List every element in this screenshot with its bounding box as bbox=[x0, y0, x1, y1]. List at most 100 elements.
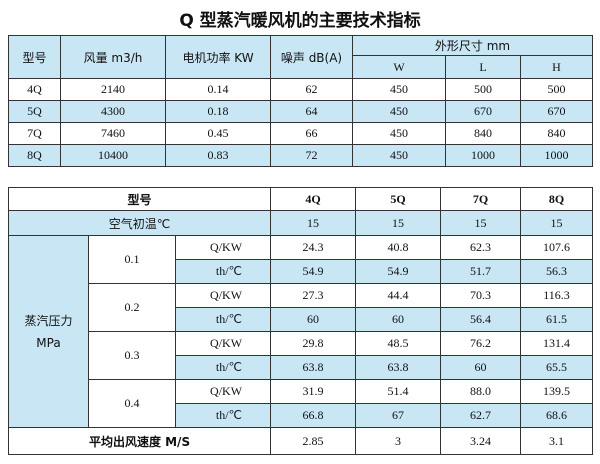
row-label: th/℃ bbox=[174, 307, 272, 332]
cell: 65.5 bbox=[520, 355, 594, 380]
row: 0.4 Q/KW 31.9 51.4 88.0 139.5 bbox=[9, 379, 594, 428]
header-cell: 型号 bbox=[8, 35, 61, 79]
header-cell: W bbox=[352, 55, 446, 79]
cell: 0.14 bbox=[165, 78, 271, 101]
row-label: Q/KW bbox=[174, 235, 272, 260]
header-cell: 5Q bbox=[355, 187, 442, 211]
row-label: 平均出风速度 M/S bbox=[7, 427, 272, 455]
cell: 1000 bbox=[519, 144, 594, 167]
cell: 44.4 bbox=[355, 283, 442, 308]
row: 4Q 2140 0.14 62 450 500 500 bbox=[8, 78, 594, 101]
cell: 88.0 bbox=[440, 379, 522, 404]
cell: 54.9 bbox=[270, 259, 357, 284]
cell: 450 bbox=[352, 144, 446, 167]
row-label: Q/KW bbox=[174, 379, 272, 404]
cell: 63.8 bbox=[270, 355, 357, 380]
cell: 3.24 bbox=[440, 427, 522, 455]
cell: 4300 bbox=[60, 100, 166, 123]
label-line: MPa bbox=[36, 335, 61, 350]
cell: 15 bbox=[355, 210, 442, 236]
cell: 840 bbox=[445, 122, 521, 145]
cell: 0.18 bbox=[165, 100, 271, 123]
cell: 62.3 bbox=[440, 235, 522, 260]
row: 空气初温℃ 15 15 15 15 bbox=[7, 210, 594, 236]
cell: 107.6 bbox=[520, 235, 594, 260]
cell: 1000 bbox=[445, 144, 521, 167]
cell: 51.4 bbox=[355, 379, 442, 404]
cell: 66 bbox=[270, 122, 353, 145]
cell: 116.3 bbox=[520, 283, 594, 308]
row: th/℃ 54.9 54.9 51.7 56.3 bbox=[9, 259, 594, 284]
spec-table: 型号 风量 m3/h 电机功率 KW 噪声 dB(A) 外形尺寸 mm W L H 4Q 2140… bbox=[8, 35, 594, 167]
cell: 15 bbox=[270, 210, 357, 236]
cell: 68.6 bbox=[520, 403, 594, 428]
cell: 56.4 bbox=[440, 307, 522, 332]
header-cell: 风量 m3/h bbox=[60, 35, 166, 79]
cell: 27.3 bbox=[270, 283, 357, 308]
row: th/℃ 63.8 63.8 60 65.5 bbox=[9, 355, 594, 380]
cell: 63.8 bbox=[355, 355, 442, 380]
cell: 500 bbox=[519, 78, 594, 101]
pressure-label: 蒸汽压力 MPa bbox=[8, 235, 89, 428]
cell: 31.9 bbox=[270, 379, 357, 404]
header-cell: 噪声 dB(A) bbox=[270, 35, 353, 79]
pressure-value: 0.2 bbox=[88, 283, 176, 332]
row: 型号 风量 m3/h 电机功率 KW 噪声 dB(A) 外形尺寸 mm bbox=[8, 35, 594, 79]
row-label: Q/KW bbox=[174, 331, 272, 356]
row: 0.2 Q/KW 27.3 44.4 70.3 116.3 bbox=[9, 283, 594, 332]
cell: 24.3 bbox=[270, 235, 357, 260]
cell: 62 bbox=[270, 78, 353, 101]
cell: 15 bbox=[440, 210, 522, 236]
cell: 60 bbox=[440, 355, 522, 380]
cell: 40.8 bbox=[355, 235, 442, 260]
cell: 5Q bbox=[8, 100, 61, 123]
pressure-value: 0.3 bbox=[88, 331, 176, 380]
header-cell: 4Q bbox=[270, 187, 357, 211]
cell: 450 bbox=[352, 78, 446, 101]
cell: 8Q bbox=[8, 144, 61, 167]
header-cell: 型号 bbox=[7, 187, 272, 211]
cell: 2140 bbox=[60, 78, 166, 101]
cell: 670 bbox=[519, 100, 594, 123]
cell: 29.8 bbox=[270, 331, 357, 356]
row: 型号 4Q 5Q 7Q 8Q bbox=[7, 187, 594, 211]
cell: 3.1 bbox=[520, 427, 594, 455]
cell: 48.5 bbox=[355, 331, 442, 356]
row: 8Q 10400 0.83 72 450 1000 1000 bbox=[8, 144, 594, 167]
cell: 3 bbox=[355, 427, 442, 455]
row-label: 空气初温℃ bbox=[7, 210, 272, 236]
cell: 10400 bbox=[60, 144, 166, 167]
row-label: Q/KW bbox=[174, 283, 272, 308]
cell: 450 bbox=[352, 100, 446, 123]
cell: 70.3 bbox=[440, 283, 522, 308]
header-cell: H bbox=[519, 55, 594, 79]
cell: 139.5 bbox=[520, 379, 594, 404]
cell: 60 bbox=[270, 307, 357, 332]
cell: 0.45 bbox=[165, 122, 271, 145]
cell: 66.8 bbox=[270, 403, 357, 428]
cell: 7Q bbox=[8, 122, 61, 145]
pressure-value: 0.4 bbox=[88, 379, 176, 428]
row: 7Q 7460 0.45 66 450 840 840 bbox=[8, 122, 594, 145]
cell: 450 bbox=[352, 122, 446, 145]
cell: 54.9 bbox=[355, 259, 442, 284]
cell: 60 bbox=[355, 307, 442, 332]
cell: 840 bbox=[519, 122, 594, 145]
header-cell: 8Q bbox=[520, 187, 594, 211]
header-cell: 电机功率 KW bbox=[165, 35, 271, 79]
cell: 15 bbox=[520, 210, 594, 236]
label-line: 蒸汽压力 bbox=[24, 313, 73, 328]
row: th/℃ 60 60 56.4 61.5 bbox=[9, 307, 594, 332]
header-cell: L bbox=[445, 55, 521, 79]
header-cell: 7Q bbox=[440, 187, 522, 211]
row-label: th/℃ bbox=[174, 403, 272, 428]
cell: 67 bbox=[355, 403, 442, 428]
row: 0.3 Q/KW 29.8 48.5 76.2 131.4 bbox=[9, 331, 594, 380]
cell: 62.7 bbox=[440, 403, 522, 428]
cell: 131.4 bbox=[520, 331, 594, 356]
performance-table: 型号 4Q 5Q 7Q 8Q 空气初温℃ 15 15 15 15 蒸汽压力 MPa 0.1 Q/KW 24.… bbox=[7, 187, 594, 455]
row: 蒸汽压力 MPa 0.1 Q/KW 24.3 40.8 62.3 107.6 bbox=[8, 235, 594, 428]
cell: 72 bbox=[270, 144, 353, 167]
cell: 76.2 bbox=[440, 331, 522, 356]
cell: 51.7 bbox=[440, 259, 522, 284]
